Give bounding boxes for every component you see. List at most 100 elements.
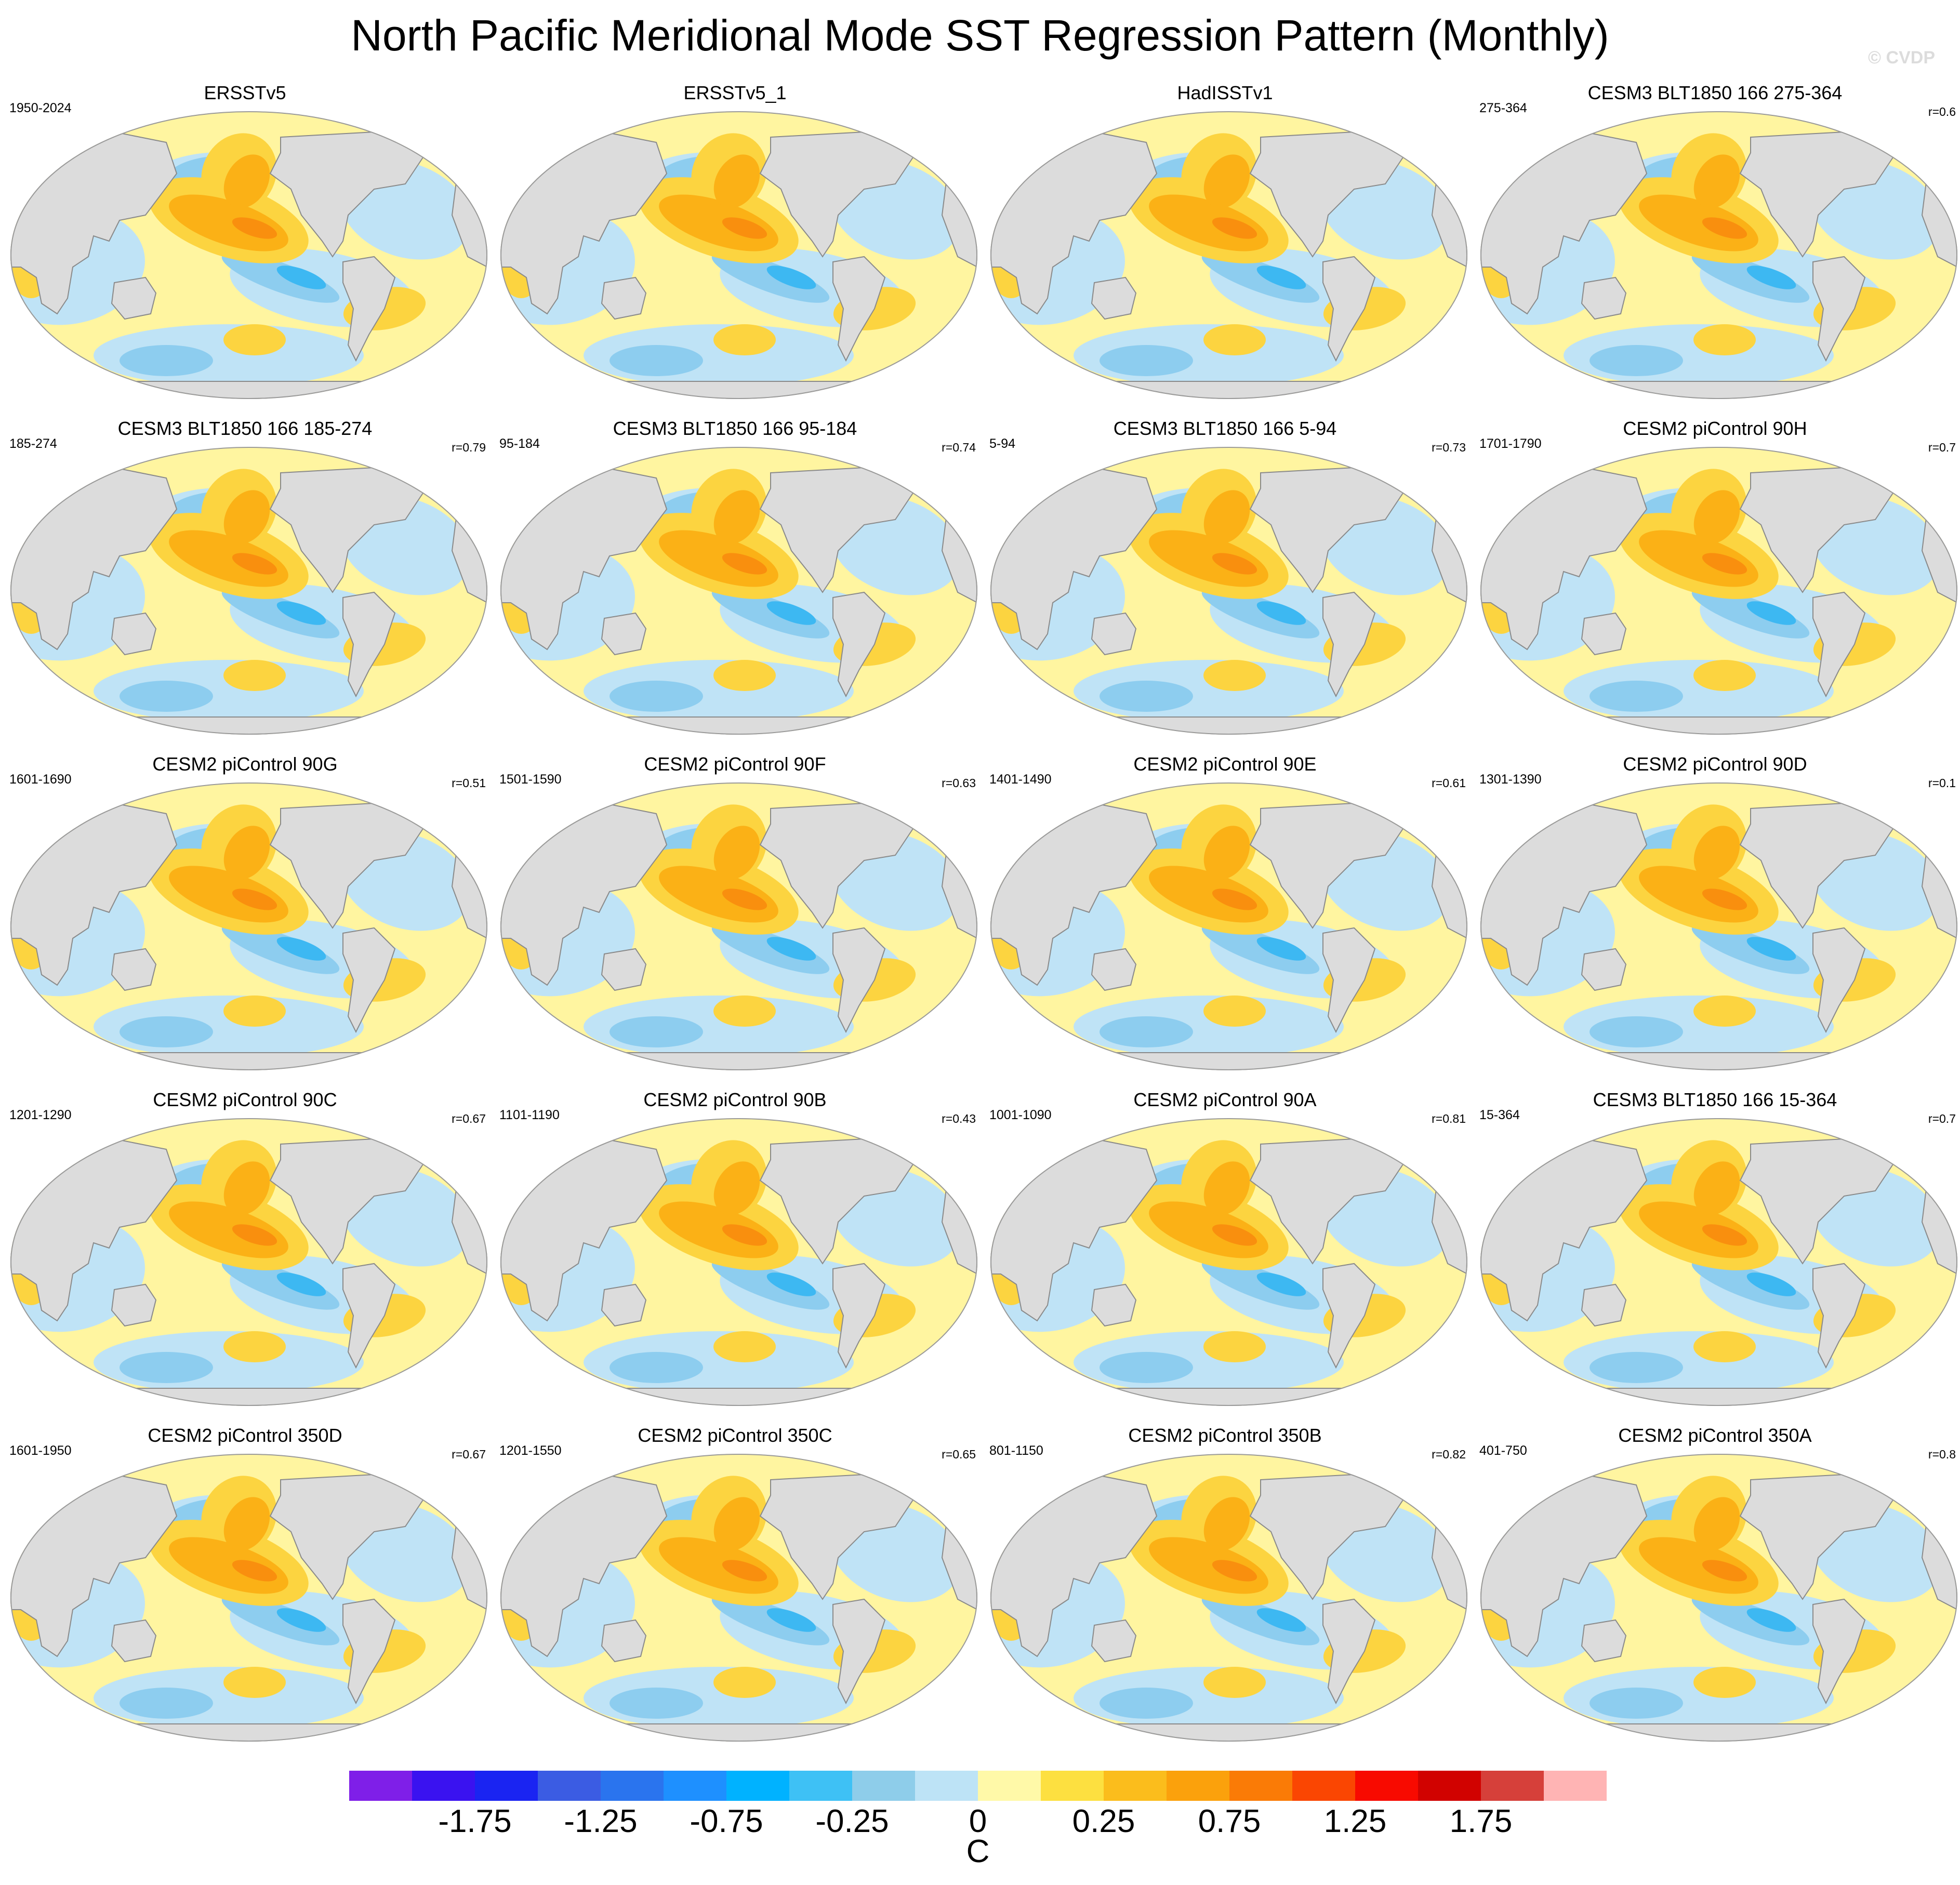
- sst-pos-region: [1203, 826, 1250, 880]
- sst-neg-region: [1256, 601, 1306, 625]
- panel-correlation: r=0.82: [1432, 1448, 1466, 1461]
- panel-period: 185-274: [9, 436, 57, 451]
- land-australia: [601, 276, 647, 320]
- panel-period: 401-750: [1479, 1443, 1527, 1458]
- panel-period: 1201-1550: [499, 1443, 562, 1458]
- sst-pos-region: [232, 553, 277, 575]
- panel-title: CESM2 piControl 90F: [644, 753, 826, 775]
- map-panel: CESM3 BLT1850 166 95-184 95-184 r=0.74: [490, 414, 980, 749]
- sst-pos-region: [1203, 1667, 1266, 1698]
- map-outline: [1480, 111, 1957, 399]
- panel-title: CESM2 piControl 90H: [1623, 418, 1807, 439]
- sst-regression-map: [1480, 111, 1957, 399]
- panel-title: CESM2 piControl 350A: [1618, 1425, 1812, 1446]
- sst-neg-region: [120, 345, 213, 376]
- panel-correlation: r=0.7: [1928, 441, 1956, 454]
- panel-period: 1001-1090: [989, 1108, 1052, 1122]
- land-south-america: [1322, 591, 1376, 698]
- sst-pos-region: [1212, 217, 1257, 239]
- land-australia: [1581, 1283, 1627, 1327]
- map-panel: CESM2 piControl 90G 1601-1690 r=0.51: [0, 749, 490, 1085]
- sst-pos-region: [1693, 324, 1756, 355]
- land-south-america: [342, 927, 396, 1033]
- land-antarctica: [1480, 1723, 1957, 1742]
- panel-period: 1950-2024: [9, 101, 72, 115]
- sst-pos-region: [1693, 1497, 1740, 1551]
- land-south-america: [1322, 256, 1376, 362]
- land-australia: [1091, 612, 1137, 656]
- map-panel: CESM2 piControl 90E 1401-1490 r=0.61: [980, 749, 1470, 1085]
- land-antarctica: [990, 381, 1467, 399]
- land-south-america: [1812, 927, 1866, 1033]
- map-panel: CESM2 piControl 350C 1201-1550 r=0.65: [490, 1421, 980, 1756]
- sst-pos-region: [1203, 995, 1266, 1027]
- map-panel: CESM3 BLT1850 166 15-364 15-364 r=0.7: [1470, 1085, 1960, 1421]
- map-outline: [990, 1454, 1467, 1742]
- map-outline: [500, 447, 977, 735]
- land-eurasia-africa: [990, 131, 1158, 315]
- land-south-america: [342, 1263, 396, 1369]
- sst-neg-region: [276, 1272, 326, 1296]
- map-panel: CESM2 piControl 350D 1601-1950 r=0.67: [0, 1421, 490, 1756]
- sst-pos-region: [713, 1331, 776, 1362]
- map-panel: CESM2 piControl 90D 1301-1390 r=0.1: [1470, 749, 1960, 1085]
- sst-neg-region: [1691, 588, 1810, 639]
- panel-period: 1601-1690: [9, 772, 72, 787]
- sst-pos-region: [1702, 1224, 1747, 1246]
- panel-title: CESM3 BLT1850 166 5-94: [1113, 418, 1337, 439]
- sst-neg-region: [711, 1259, 830, 1310]
- sst-neg-region: [1691, 252, 1810, 303]
- sst-regression-map: [990, 447, 1467, 735]
- sst-pos-region: [713, 490, 760, 544]
- sst-pos-region: [1212, 888, 1257, 910]
- panel-period: 1701-1790: [1479, 436, 1542, 451]
- sst-regression-map: [10, 447, 487, 735]
- sst-regression-map: [990, 782, 1467, 1070]
- sst-neg-region: [766, 1608, 816, 1632]
- land-antarctica: [1480, 716, 1957, 735]
- land-north-america: [1739, 1138, 1897, 1265]
- sst-neg-region: [1100, 1352, 1193, 1383]
- land-north-america: [1739, 131, 1897, 258]
- sst-neg-region: [120, 1352, 213, 1383]
- map-outline: [10, 447, 487, 735]
- sst-regression-map: [500, 111, 977, 399]
- map-panel: ERSSTv5 1950-2024: [0, 78, 490, 414]
- land-antarctica: [500, 1388, 977, 1406]
- sst-pos-region: [713, 1161, 760, 1215]
- land-eurasia-africa: [10, 131, 178, 315]
- sst-pos-region: [223, 324, 286, 355]
- land-australia: [111, 612, 157, 656]
- land-antarctica: [500, 716, 977, 735]
- land-australia: [1581, 612, 1627, 656]
- land-eurasia-africa: [1480, 467, 1648, 651]
- colorbar-swatch: [1481, 1771, 1544, 1801]
- sst-neg-region: [1256, 1272, 1306, 1296]
- panel-period: 1201-1290: [9, 1108, 72, 1122]
- land-eurasia-africa: [10, 1138, 178, 1322]
- sst-neg-region: [276, 266, 326, 289]
- sst-pos-region: [223, 1161, 270, 1215]
- land-eurasia-africa: [990, 1474, 1158, 1657]
- panel-correlation: r=0.81: [1432, 1112, 1466, 1125]
- sst-neg-region: [711, 1595, 830, 1645]
- sst-pos-region: [232, 888, 277, 910]
- colorbar-tick-label: -1.25: [564, 1803, 638, 1839]
- sst-pos-region: [1693, 1331, 1756, 1362]
- map-panel: CESM2 piControl 90H 1701-1790 r=0.7: [1470, 414, 1960, 749]
- sst-neg-region: [1590, 1688, 1683, 1719]
- land-north-america: [1739, 1474, 1897, 1600]
- sst-pos-region: [1702, 1560, 1747, 1582]
- sst-neg-region: [1100, 345, 1193, 376]
- sst-pos-region: [1702, 888, 1747, 910]
- page-title: North Pacific Meridional Mode SST Regres…: [351, 11, 1609, 60]
- land-australia: [1091, 1619, 1137, 1663]
- sst-pos-region: [1203, 490, 1250, 544]
- land-antarctica: [990, 716, 1467, 735]
- panel-title: CESM2 piControl 90B: [643, 1089, 827, 1110]
- colorbar-tick-label: 0.75: [1198, 1803, 1261, 1839]
- map-panel: CESM2 piControl 90B 1101-1190 r=0.43: [490, 1085, 980, 1421]
- land-south-america: [832, 256, 886, 362]
- map-panel: CESM3 BLT1850 166 185-274 185-274 r=0.79: [0, 414, 490, 749]
- sst-pos-region: [1203, 1331, 1266, 1362]
